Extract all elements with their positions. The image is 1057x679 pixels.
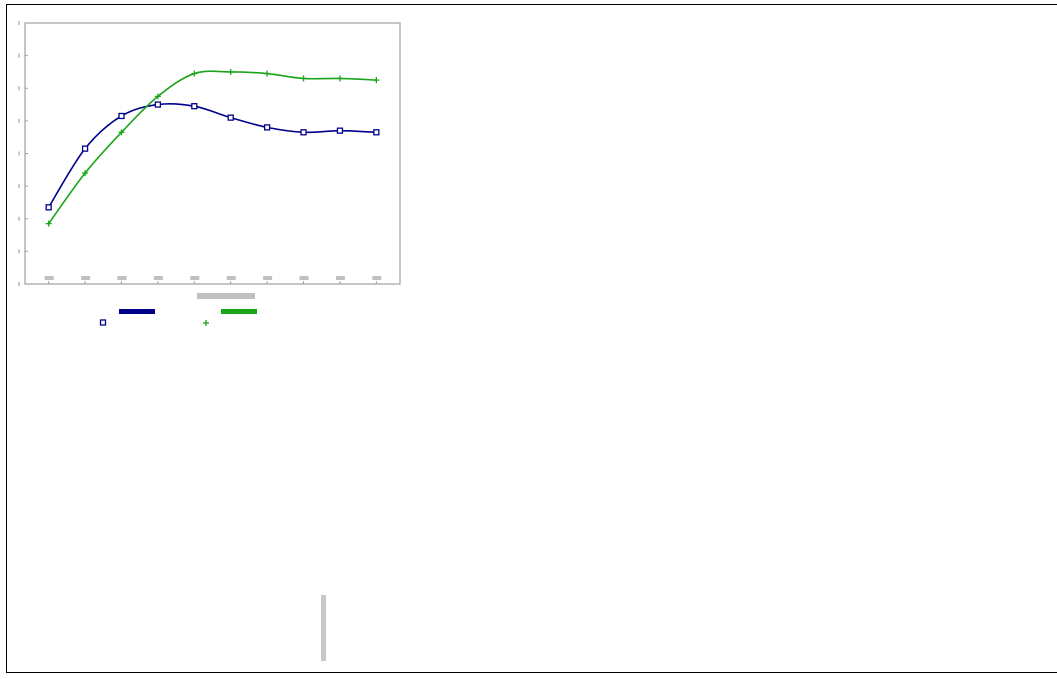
legend <box>99 309 257 326</box>
data-point-square <box>300 129 307 136</box>
data-point-plus <box>191 70 198 77</box>
data-point-plus <box>154 93 161 100</box>
decorative-bar <box>321 595 326 661</box>
data-point-square <box>118 112 125 120</box>
x-tick-mark <box>372 276 382 280</box>
legend-symbol-plus <box>203 320 209 326</box>
y-tick-mark <box>18 53 20 58</box>
y-tick-mark <box>18 249 20 254</box>
y-tick-mark <box>18 151 20 156</box>
legend-symbol-square <box>99 319 107 326</box>
data-point-plus <box>300 75 307 82</box>
data-point-square <box>227 114 234 121</box>
data-point-square <box>81 145 89 152</box>
data-point-plus <box>373 77 380 84</box>
y-tick-mark <box>18 21 20 25</box>
y-axis-ticks <box>18 21 28 286</box>
y-tick-mark <box>18 282 20 286</box>
legend-name-mark-1 <box>119 309 155 314</box>
x-axis-title-mark <box>197 293 255 299</box>
plot-frame <box>24 22 401 285</box>
data-point-square <box>373 129 380 136</box>
data-point-plus <box>336 75 343 82</box>
data-point-plus <box>82 170 89 177</box>
series-line-2 <box>48 70 377 225</box>
x-tick-mark <box>190 276 200 280</box>
x-tick-mark <box>299 276 309 280</box>
y-tick-mark <box>18 86 20 91</box>
y-tick-mark <box>18 216 20 221</box>
chart-canvas <box>6 4 1057 673</box>
data-point-plus <box>264 70 271 77</box>
x-tick-mark <box>117 276 127 280</box>
data-point-square <box>154 101 162 108</box>
data-point-plus <box>45 220 52 227</box>
x-tick-mark <box>335 276 345 280</box>
data-point-square <box>45 204 52 211</box>
y-tick-mark <box>18 184 20 189</box>
y-tick-mark <box>18 118 20 123</box>
x-tick-mark <box>153 276 163 280</box>
data-point-square <box>336 127 344 134</box>
series-lines <box>47 70 377 225</box>
data-point-square <box>191 103 198 110</box>
data-point-plus <box>118 129 125 136</box>
x-tick-mark <box>263 276 273 280</box>
x-tick-mark <box>81 276 91 280</box>
chart-svg <box>18 21 401 661</box>
x-tick-mark <box>44 276 54 280</box>
data-point-square <box>263 124 271 131</box>
x-tick-mark <box>226 276 236 280</box>
series-markers <box>45 68 380 227</box>
series-line-1 <box>47 102 377 208</box>
legend-name-mark-2 <box>221 309 257 314</box>
data-point-plus <box>227 68 234 75</box>
x-axis-ticks <box>44 276 382 299</box>
